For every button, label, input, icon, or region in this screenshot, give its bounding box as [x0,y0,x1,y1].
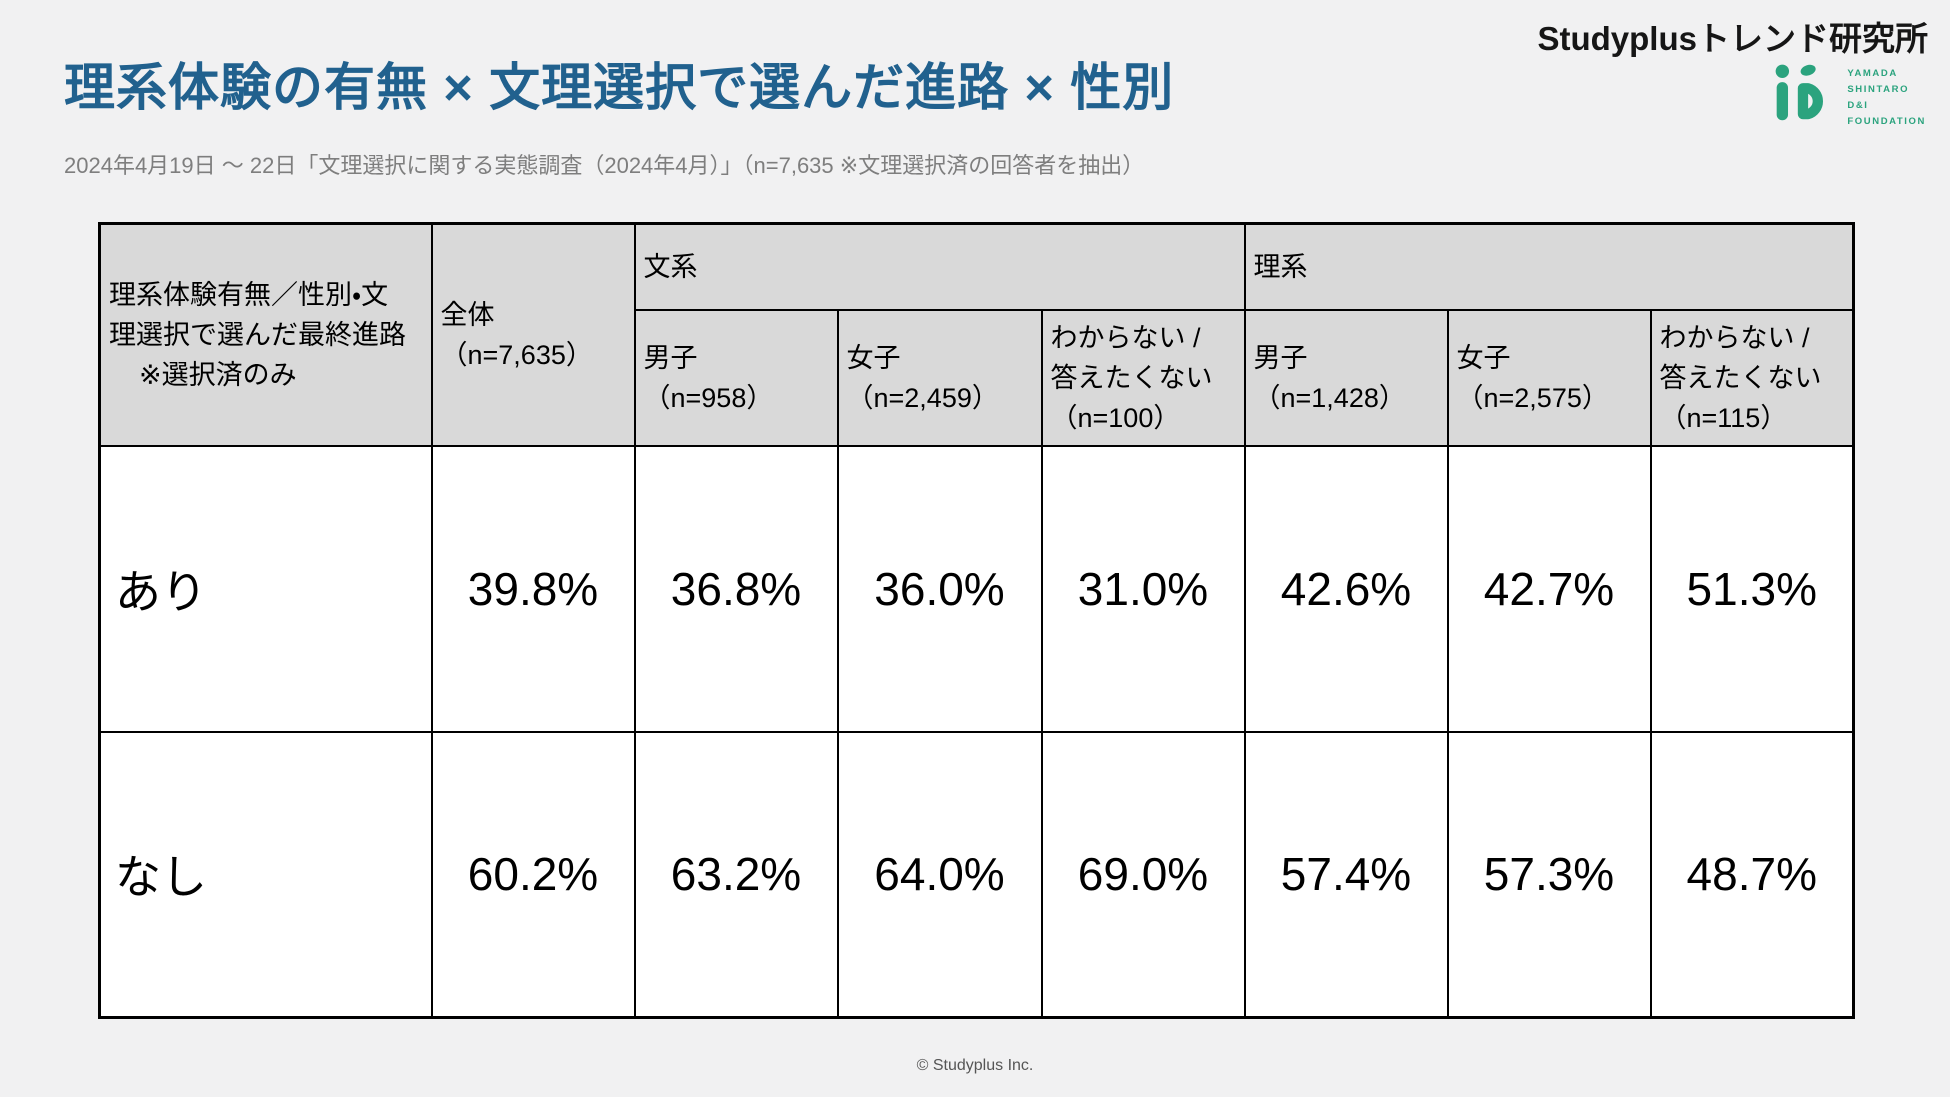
column-label: 女子 [1456,342,1511,373]
column-label: 女子 [846,342,901,373]
column-header-rikei-unknown: わからない / 答えたくない （n=115） [1649,308,1855,447]
column-header-total: 全体 （n=7,635） [430,222,636,447]
column-header-rikei-male: 男子 （n=1,428） [1243,308,1449,447]
survey-subtitle: 2024年4月19日 ～ 22日「文理選択に関する実態調査（2024年4月）」（… [64,153,1145,178]
value-cell: 42.7% [1446,444,1652,733]
brand-name: Studyplusトレンド研究所 [1537,20,1928,57]
column-label: 男子 [643,342,698,373]
value-cell: 57.4% [1243,730,1449,1019]
column-n: （n=115） [1659,402,1788,433]
value-cell: 48.7% [1649,730,1855,1019]
column-n: （n=1,428） [1253,382,1406,413]
value-cell: 60.2% [430,730,636,1019]
column-n: （n=100） [1050,402,1181,433]
foundation-line: D&I [1847,100,1869,111]
column-label: 答えたくない [1659,362,1822,393]
value-cell: 36.8% [633,444,839,733]
row-label-ari: あり [98,444,433,733]
foundation-wordmark: YAMADA SHINTARO D&I FOUNDATION [1847,62,1926,130]
copyright-footer: © Studyplus Inc. [916,1057,1034,1074]
row-label-nashi: なし [98,730,433,1019]
table-corner-cell: 理系体験有無／性別・文 理選択で選んだ最終進路 ※選択済のみ [98,222,433,447]
corner-label-line: ※選択済のみ [139,359,297,390]
column-n: （n=958） [643,382,774,413]
value-cell: 51.3% [1649,444,1855,733]
value-cell: 64.0% [836,730,1043,1019]
value-cell: 39.8% [430,444,636,733]
value-cell: 42.6% [1243,444,1449,733]
value-cell: 69.0% [1040,730,1246,1019]
value-cell: 63.2% [633,730,839,1019]
column-n: （n=2,459） [846,382,999,413]
value-cell: 36.0% [836,444,1043,733]
column-n: （n=2,575） [1456,382,1609,413]
column-header-bunkei-female: 女子 （n=2,459） [836,308,1043,447]
value-cell: 57.3% [1446,730,1652,1019]
column-header-bunkei-male: 男子 （n=958） [633,308,839,447]
corner-label-line: 理選択で選んだ最終進路 [109,319,406,350]
id-foundation-icon [1771,62,1837,133]
column-label: 答えたくない [1050,362,1213,393]
column-header-bunkei-unknown: わからない / 答えたくない （n=100） [1040,308,1246,447]
page-title: 理系体験の有無 × 文理選択で選んだ進路 × 性別 [64,59,1175,116]
foundation-line: SHINTARO [1847,84,1910,95]
results-table: 理系体験有無／性別・文 理選択で選んだ最終進路 ※選択済のみ 全体 （n=7,6… [98,222,1856,1019]
foundation-line: FOUNDATION [1847,116,1926,127]
foundation-line: YAMADA [1847,68,1898,79]
column-label: 男子 [1253,342,1308,373]
table-row-nashi: なし 60.2% 63.2% 64.0% 69.0% 57.4% 57.3% 4… [98,730,1855,1019]
column-header-rikei-female: 女子 （n=2,575） [1446,308,1652,447]
value-cell: 31.0% [1040,444,1246,733]
table-row-ari: あり 39.8% 36.8% 36.0% 31.0% 42.6% 42.7% 5… [98,444,1855,733]
column-label: わからない / [1050,322,1201,353]
total-n: （n=7,635） [440,339,593,370]
group-header-rikei: 理系 [1243,222,1855,311]
column-label: わからない / [1659,322,1810,353]
foundation-logo: YAMADA SHINTARO D&I FOUNDATION [1771,62,1926,133]
group-header-bunkei: 文系 [633,222,1246,311]
corner-label-line: 理系体験有無／性別・文 [109,279,389,310]
total-label: 全体 [440,299,495,330]
